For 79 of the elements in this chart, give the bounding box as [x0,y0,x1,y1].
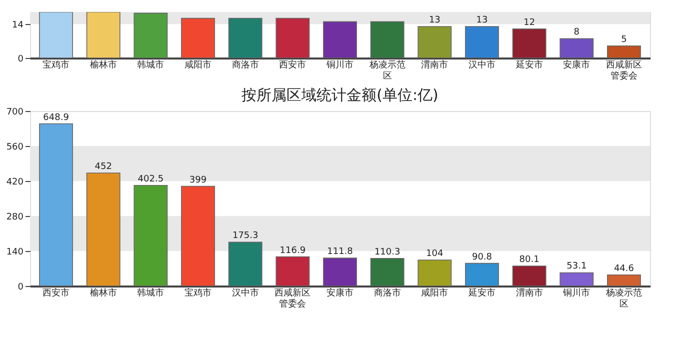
bar [86,172,120,286]
bar [276,18,310,58]
x-tick-label: 汉中市 [232,288,259,298]
bar [276,256,310,286]
x-tick-label: 安康市 [326,288,354,298]
x-tick-label: 榆林市 [90,288,117,298]
y-tick-label: 0 [18,54,24,64]
bar [465,26,499,58]
bar [181,186,215,286]
x-tick-label: 西咸新区管委会 [274,288,311,310]
data-label: 175.3 [232,231,258,242]
x-tick-label: 榆林市 [90,60,117,70]
y-tick-label: 14 [12,20,24,31]
x-tick-label: 西安市 [42,288,70,298]
data-label: 104 [426,249,444,259]
data-label: 12 [524,18,536,28]
x-tick-label: 宝鸡市 [42,60,70,70]
bar [39,12,73,58]
bar [607,274,641,286]
x-tick-label: 铜川市 [326,60,354,70]
bar [560,272,594,286]
data-label: 402.5 [138,174,164,184]
x-tick-label: 咸阳市 [184,60,212,70]
x-tick-label: 渭南市 [516,288,543,298]
x-tick-label: 韩城市 [137,288,164,298]
data-label: 80.1 [519,254,540,265]
data-label: 44.6 [614,264,634,274]
bar [418,260,452,286]
x-tick-label: 安康市 [563,60,590,70]
bar [228,242,262,286]
data-label: 13 [476,16,488,26]
chart-title: 按所属区域统计金额(单位:亿) [242,86,438,104]
data-label: 648.9 [43,112,70,123]
x-tick-label: 汉中市 [468,60,496,70]
y-tick-label: 280 [6,212,24,222]
x-tick-label: 铜川市 [562,288,590,298]
bar [370,258,404,286]
bar [607,45,641,58]
bar [560,38,594,58]
data-label: 53.1 [566,262,587,272]
x-tick-label: 延安市 [514,60,543,70]
bar [39,123,73,286]
bar [512,28,546,58]
x-tick-label: 韩城市 [137,60,164,70]
data-label: 116.9 [280,246,306,256]
bar [512,266,546,286]
data-label: 90.8 [472,252,492,262]
data-label: 111.8 [327,247,354,258]
y-tick-label: 700 [6,108,24,118]
x-tick-label: 宝鸡市 [184,288,212,298]
data-label: 8 [574,28,580,38]
bar [323,258,357,286]
x-tick-label: 西安市 [279,60,306,70]
x-tick-label: 延安市 [467,288,496,298]
y-tick-label: 0 [18,282,24,292]
data-label: 110.3 [374,247,400,258]
bar [370,21,404,58]
data-label: 452 [94,162,112,172]
bar [418,26,452,58]
x-tick-label: 商洛市 [232,60,259,70]
x-tick-label: 渭南市 [421,60,448,70]
bar [465,262,499,286]
x-tick-label: 杨凌示范区 [604,288,642,310]
x-tick-label: 杨凌示范区 [368,60,406,82]
x-tick-label: 咸阳市 [421,288,448,298]
data-label: 5 [621,34,627,45]
y-tick-label: 560 [6,142,24,152]
bar [134,184,168,286]
bar [228,18,262,58]
bar [134,12,168,58]
bar [86,12,120,58]
x-tick-label: 西咸新区管委会 [606,60,642,82]
bar [181,18,215,58]
bar [323,21,357,58]
data-label: 399 [189,175,207,186]
y-tick-label: 420 [6,178,24,188]
y-tick-label: 140 [6,248,24,258]
data-label: 13 [428,16,440,26]
x-tick-label: 商洛市 [374,288,401,298]
